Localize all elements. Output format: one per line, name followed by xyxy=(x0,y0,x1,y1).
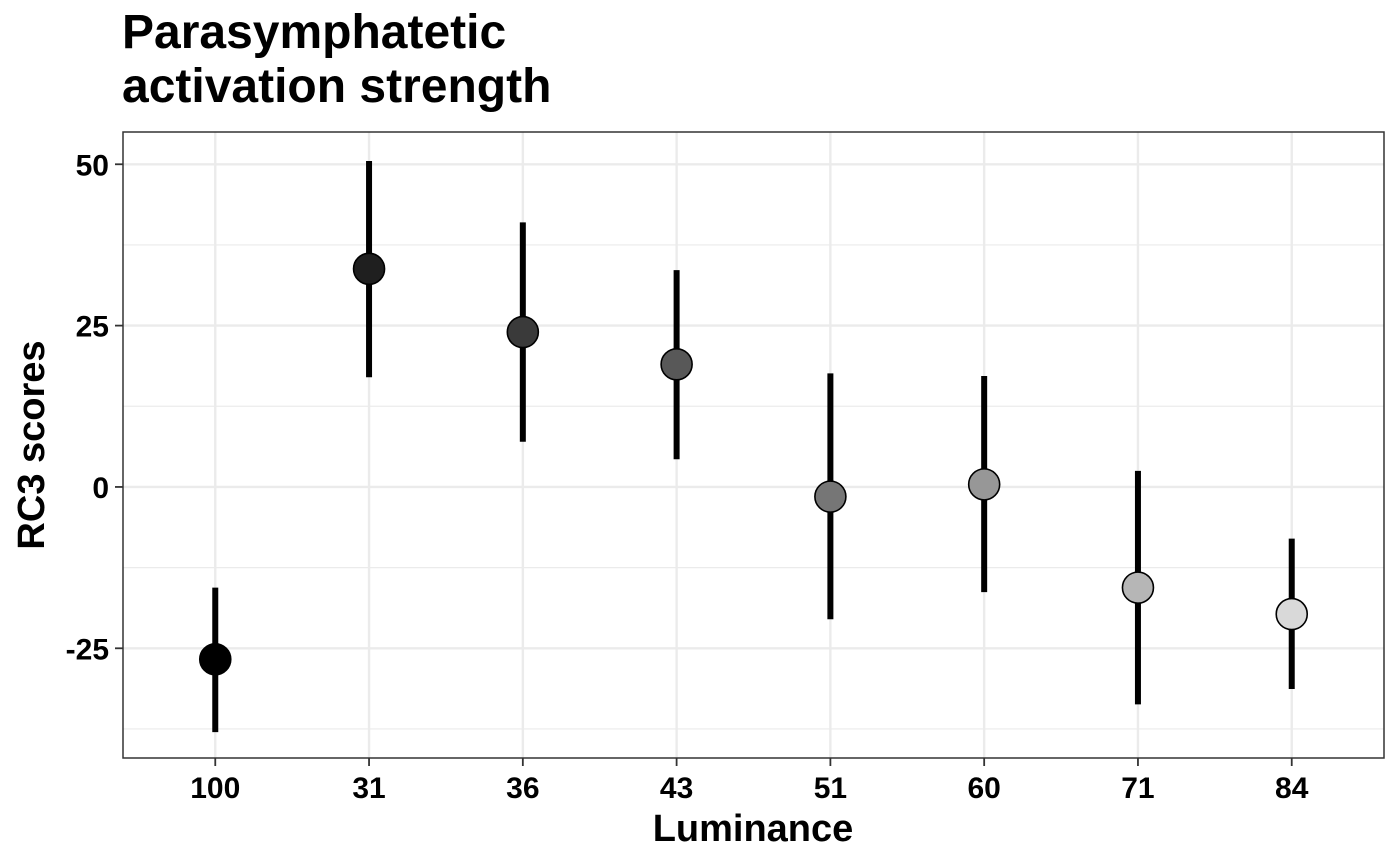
x-tick-label: 100 xyxy=(190,772,240,805)
x-tick-label: 51 xyxy=(814,772,847,805)
data-point xyxy=(506,315,540,349)
x-tick-label: 71 xyxy=(1121,772,1154,805)
plot-panel-border xyxy=(122,131,1385,759)
x-tick-label: 31 xyxy=(352,772,385,805)
chart-title: Parasymphatetic activation strength xyxy=(122,6,1022,114)
y-axis-title: RC3 scores xyxy=(11,340,53,549)
data-point xyxy=(814,480,847,513)
data-point xyxy=(352,252,386,286)
axes: -25 0 25 50 100 31 36 43 51 60 71 84 xyxy=(66,149,1309,805)
y-tick-label: -25 xyxy=(66,633,109,666)
y-tick-label: 0 xyxy=(92,472,109,505)
x-axis-title: Luminance xyxy=(653,808,854,850)
x-tick-label: 60 xyxy=(967,772,1000,805)
x-tick-label: 43 xyxy=(660,772,693,805)
data-point xyxy=(660,348,693,381)
data-point xyxy=(967,468,1001,501)
error-bars xyxy=(212,161,1295,733)
chart-title-line-2: activation strength xyxy=(122,60,552,113)
grid xyxy=(123,132,1384,758)
data-points xyxy=(198,252,1309,676)
y-tick-label: 50 xyxy=(76,149,109,182)
data-point xyxy=(198,642,232,676)
chart-title-line-1: Parasymphatetic xyxy=(122,6,507,59)
data-point xyxy=(1121,571,1155,604)
y-tick-label: 25 xyxy=(76,311,109,344)
data-point xyxy=(1275,597,1309,631)
x-tick-label: 36 xyxy=(506,772,539,805)
x-tick-label: 84 xyxy=(1275,772,1309,805)
